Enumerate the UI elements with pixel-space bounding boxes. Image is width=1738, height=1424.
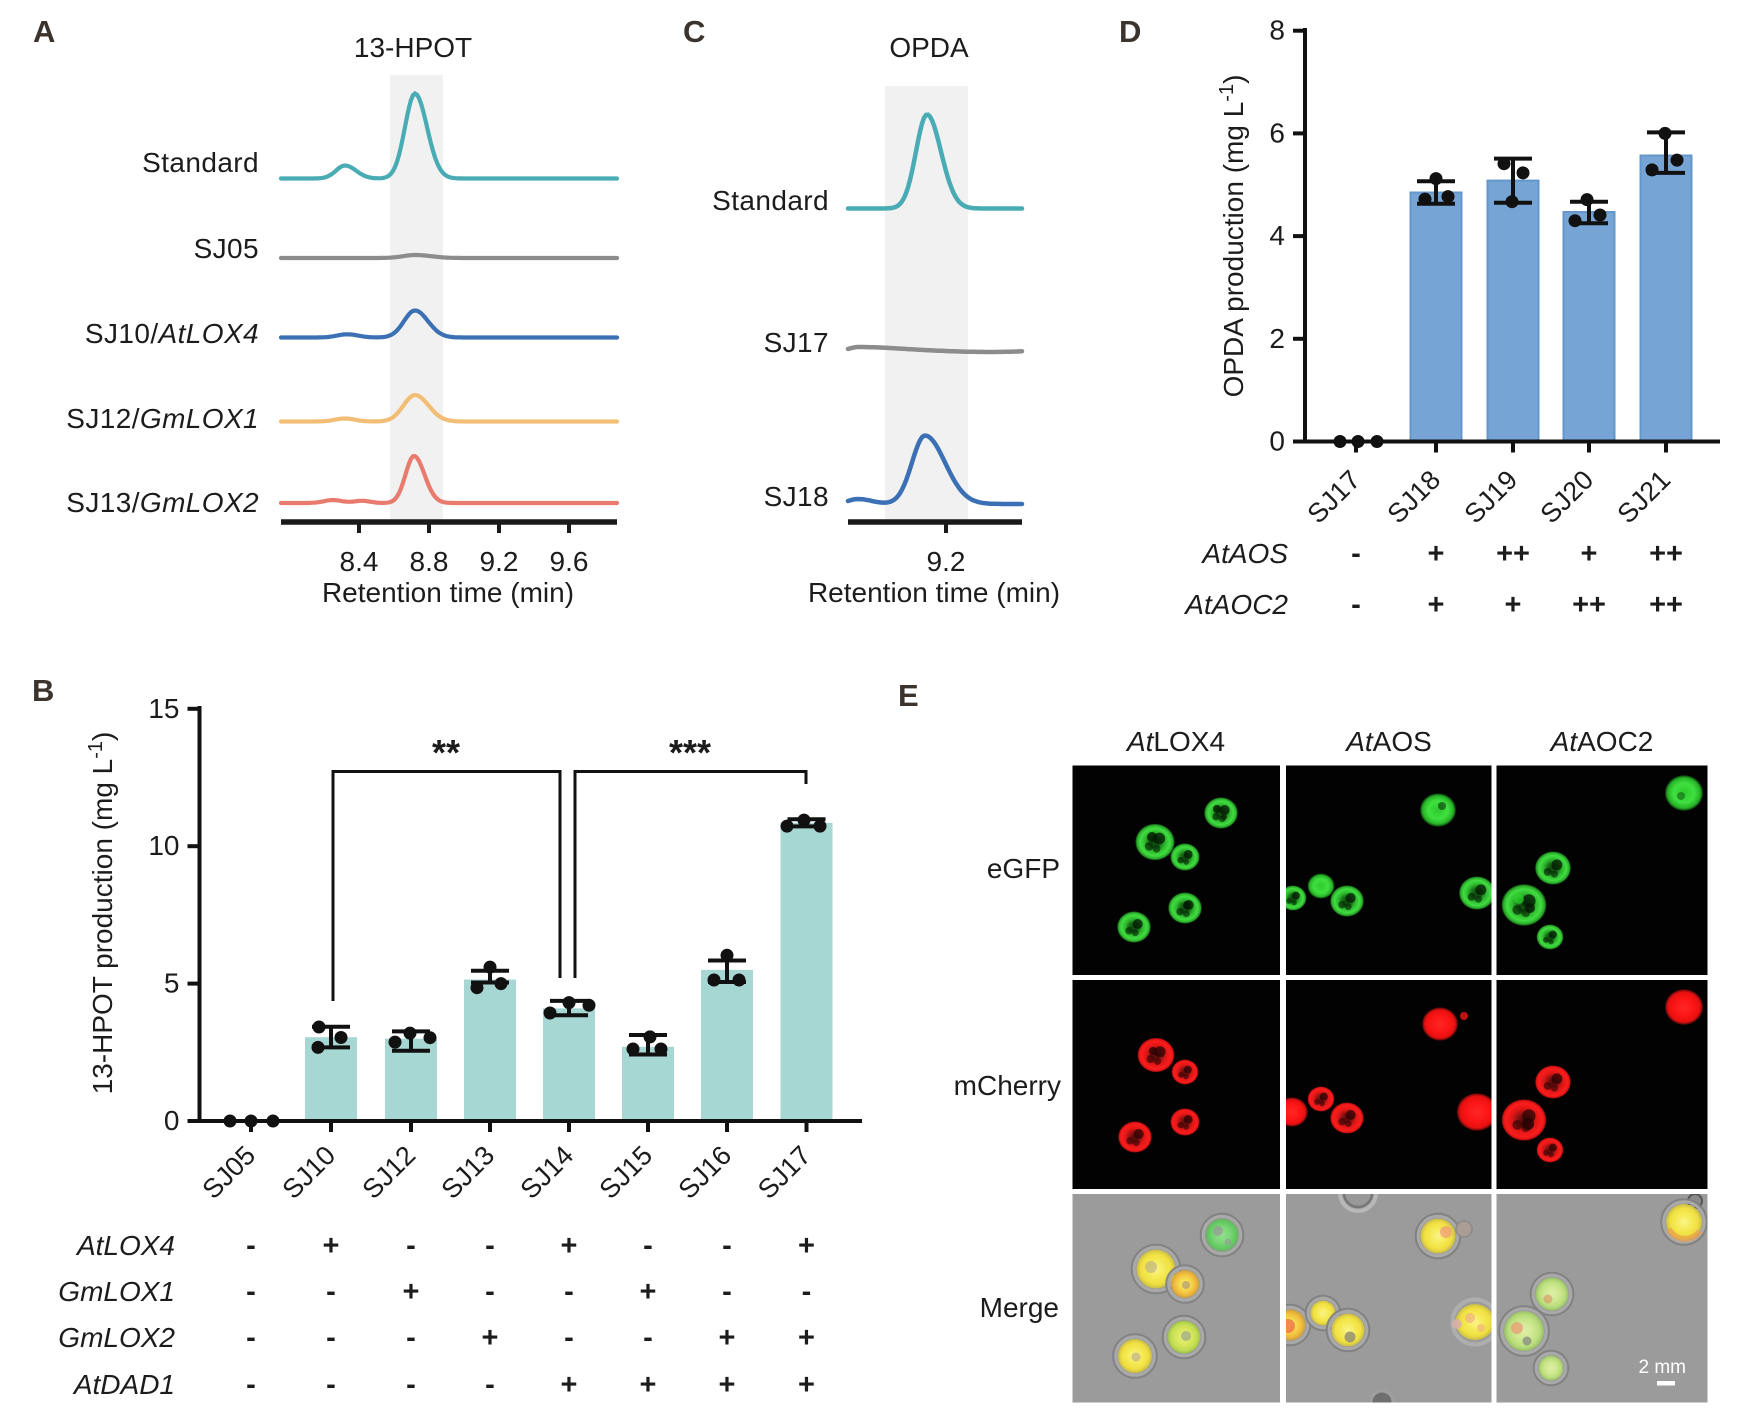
svg-text:-: -	[406, 1369, 416, 1401]
svg-text:4: 4	[1269, 220, 1285, 251]
svg-text:AtAOS: AtAOS	[1344, 726, 1432, 757]
svg-text:AtAOC2: AtAOC2	[1549, 726, 1654, 757]
svg-text:-: -	[326, 1322, 336, 1354]
svg-text:5: 5	[164, 968, 180, 999]
svg-text:SJ10/AtLOX4: SJ10/AtLOX4	[85, 318, 259, 349]
svg-text:+: +	[798, 1322, 815, 1354]
svg-text:++: ++	[1572, 589, 1606, 621]
svg-text:+: +	[403, 1276, 420, 1308]
svg-text:-: -	[1351, 538, 1361, 570]
svg-text:-: -	[643, 1230, 653, 1262]
svg-text:AtAOC2: AtAOC2	[1183, 589, 1288, 620]
svg-text:+: +	[1581, 538, 1598, 570]
svg-text:-: -	[722, 1276, 732, 1308]
svg-text:-: -	[246, 1322, 256, 1354]
svg-text:-: -	[1351, 589, 1361, 621]
svg-text:SJ12/GmLOX1: SJ12/GmLOX1	[66, 403, 259, 434]
svg-text:8.4: 8.4	[340, 546, 379, 577]
svg-text:-: -	[326, 1276, 336, 1308]
svg-text:GmLOX2: GmLOX2	[58, 1322, 175, 1353]
svg-text:15: 15	[148, 693, 179, 724]
svg-text:-: -	[643, 1322, 653, 1354]
svg-text:+: +	[640, 1369, 657, 1401]
svg-text:C: C	[683, 14, 705, 49]
svg-text:-: -	[246, 1369, 256, 1401]
svg-text:0: 0	[164, 1105, 180, 1136]
svg-text:9.6: 9.6	[550, 546, 589, 577]
svg-text:-: -	[326, 1369, 336, 1401]
svg-text:Merge: Merge	[980, 1292, 1059, 1323]
svg-text:+: +	[798, 1230, 815, 1262]
svg-text:SJ17: SJ17	[764, 327, 829, 358]
svg-text:Retention time (min): Retention time (min)	[808, 577, 1060, 608]
svg-text:-: -	[564, 1322, 574, 1354]
svg-text:10: 10	[148, 830, 179, 861]
svg-text:AtLOX4: AtLOX4	[75, 1230, 175, 1261]
svg-text:-: -	[802, 1276, 812, 1308]
svg-text:AtDAD1: AtDAD1	[72, 1369, 175, 1400]
svg-text:++: ++	[1496, 538, 1530, 570]
svg-text:+: +	[719, 1322, 736, 1354]
svg-text:++: ++	[1649, 538, 1683, 570]
svg-text:2: 2	[1269, 323, 1285, 354]
svg-text:-: -	[722, 1230, 732, 1262]
svg-text:-: -	[485, 1276, 495, 1308]
svg-text:+: +	[640, 1276, 657, 1308]
svg-text:Retention time (min): Retention time (min)	[322, 577, 574, 608]
svg-text:-: -	[406, 1322, 416, 1354]
svg-text:AtLOX4: AtLOX4	[1125, 726, 1225, 757]
svg-text:eGFP: eGFP	[987, 853, 1060, 884]
svg-text:-: -	[246, 1276, 256, 1308]
svg-text:-: -	[485, 1230, 495, 1262]
svg-text:+: +	[323, 1230, 340, 1262]
svg-text:2 mm: 2 mm	[1639, 1357, 1687, 1378]
svg-text:D: D	[1119, 14, 1141, 49]
svg-text:-: -	[246, 1230, 256, 1262]
svg-text:+: +	[1428, 589, 1445, 621]
svg-text:Standard: Standard	[712, 185, 829, 216]
svg-text:8.8: 8.8	[410, 546, 449, 577]
svg-text:0: 0	[1269, 426, 1285, 457]
svg-text:SJ18: SJ18	[764, 481, 829, 512]
svg-text:E: E	[898, 678, 919, 713]
svg-text:+: +	[719, 1369, 736, 1401]
svg-text:**: **	[432, 732, 460, 773]
svg-text:-: -	[406, 1230, 416, 1262]
svg-text:OPDA: OPDA	[889, 32, 969, 63]
svg-text:9.2: 9.2	[480, 546, 519, 577]
svg-text:+: +	[561, 1369, 578, 1401]
svg-text:13-HPOT production (mg L-1): 13-HPOT production (mg L-1)	[85, 732, 118, 1095]
svg-text:8: 8	[1269, 15, 1285, 46]
svg-text:+: +	[1505, 589, 1522, 621]
svg-text:-: -	[485, 1369, 495, 1401]
svg-text:mCherry: mCherry	[954, 1070, 1061, 1101]
svg-text:+: +	[1428, 538, 1445, 570]
svg-text:AtAOS: AtAOS	[1200, 538, 1288, 569]
svg-text:+: +	[561, 1230, 578, 1262]
svg-text:+: +	[798, 1369, 815, 1401]
svg-text:SJ05: SJ05	[194, 233, 259, 264]
svg-text:GmLOX1: GmLOX1	[58, 1276, 175, 1307]
svg-text:OPDA production (mg L-1): OPDA production (mg L-1)	[1216, 75, 1249, 398]
svg-text:+: +	[482, 1322, 499, 1354]
svg-text:13-HPOT: 13-HPOT	[354, 32, 472, 63]
svg-text:9.2: 9.2	[927, 546, 966, 577]
svg-text:A: A	[33, 14, 55, 49]
svg-text:B: B	[32, 673, 54, 708]
svg-text:6: 6	[1269, 117, 1285, 148]
svg-text:Standard: Standard	[142, 147, 259, 178]
svg-text:-: -	[564, 1276, 574, 1308]
svg-text:SJ13/GmLOX2: SJ13/GmLOX2	[66, 487, 259, 518]
svg-text:++: ++	[1649, 589, 1683, 621]
svg-text:***: ***	[669, 732, 711, 773]
